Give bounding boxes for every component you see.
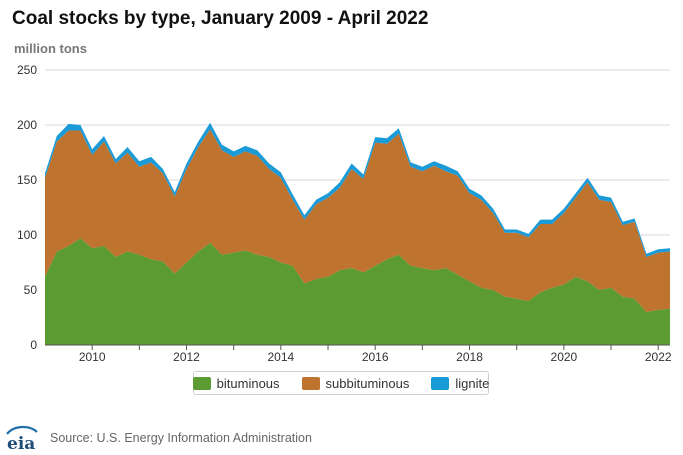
legend-label-lignite: lignite	[455, 375, 490, 391]
legend-item-subbituminous[interactable]: subbituminous	[301, 375, 410, 391]
y-tick-label-200: 200	[17, 118, 37, 132]
legend-swatch-subbituminous	[301, 376, 320, 390]
legend-item-bituminous[interactable]: bituminous	[192, 375, 280, 391]
svg-text:eia: eia	[7, 434, 35, 453]
legend: bituminous subbituminous lignite	[192, 371, 489, 395]
axes: 0 50 100 150 200 250 2010 2012 2014 2016 2018 2020 2…	[17, 63, 672, 364]
x-tick-label-2018: 2018	[456, 350, 483, 364]
x-tick-label-2010: 2010	[79, 350, 106, 364]
footer: eia Source: U.S. Energy Information Admi…	[4, 423, 312, 453]
stacked-areas	[45, 122, 670, 345]
y-tick-label-250: 250	[17, 63, 37, 77]
chart-title: Coal stocks by type, January 2009 - Apri…	[12, 8, 429, 29]
area-bituminous	[45, 238, 670, 345]
y-tick-label-0: 0	[30, 338, 37, 352]
source-note: Source: U.S. Energy Information Administ…	[50, 431, 312, 445]
x-tick-label-2014: 2014	[267, 350, 294, 364]
x-tick-label-2020: 2020	[551, 350, 578, 364]
eia-logo-icon: eia	[6, 425, 38, 453]
legend-swatch-bituminous	[192, 376, 211, 390]
x-tick-label-2022: 2022	[645, 350, 672, 364]
area-subbituminous	[45, 129, 670, 312]
y-tick-label-100: 100	[17, 228, 37, 242]
legend-swatch-lignite	[431, 376, 450, 390]
y-tick-label-50: 50	[24, 283, 38, 297]
legend-item-lignite[interactable]: lignite	[431, 376, 489, 391]
y-axis-units-label: million tons	[14, 41, 87, 56]
legend-label-subbituminous: subbituminous	[325, 375, 410, 391]
x-tick-label-2016: 2016	[362, 350, 389, 364]
y-tick-label-150: 150	[17, 173, 37, 187]
x-tick-label-2012: 2012	[173, 350, 200, 364]
legend-label-bituminous: bituminous	[216, 375, 280, 391]
